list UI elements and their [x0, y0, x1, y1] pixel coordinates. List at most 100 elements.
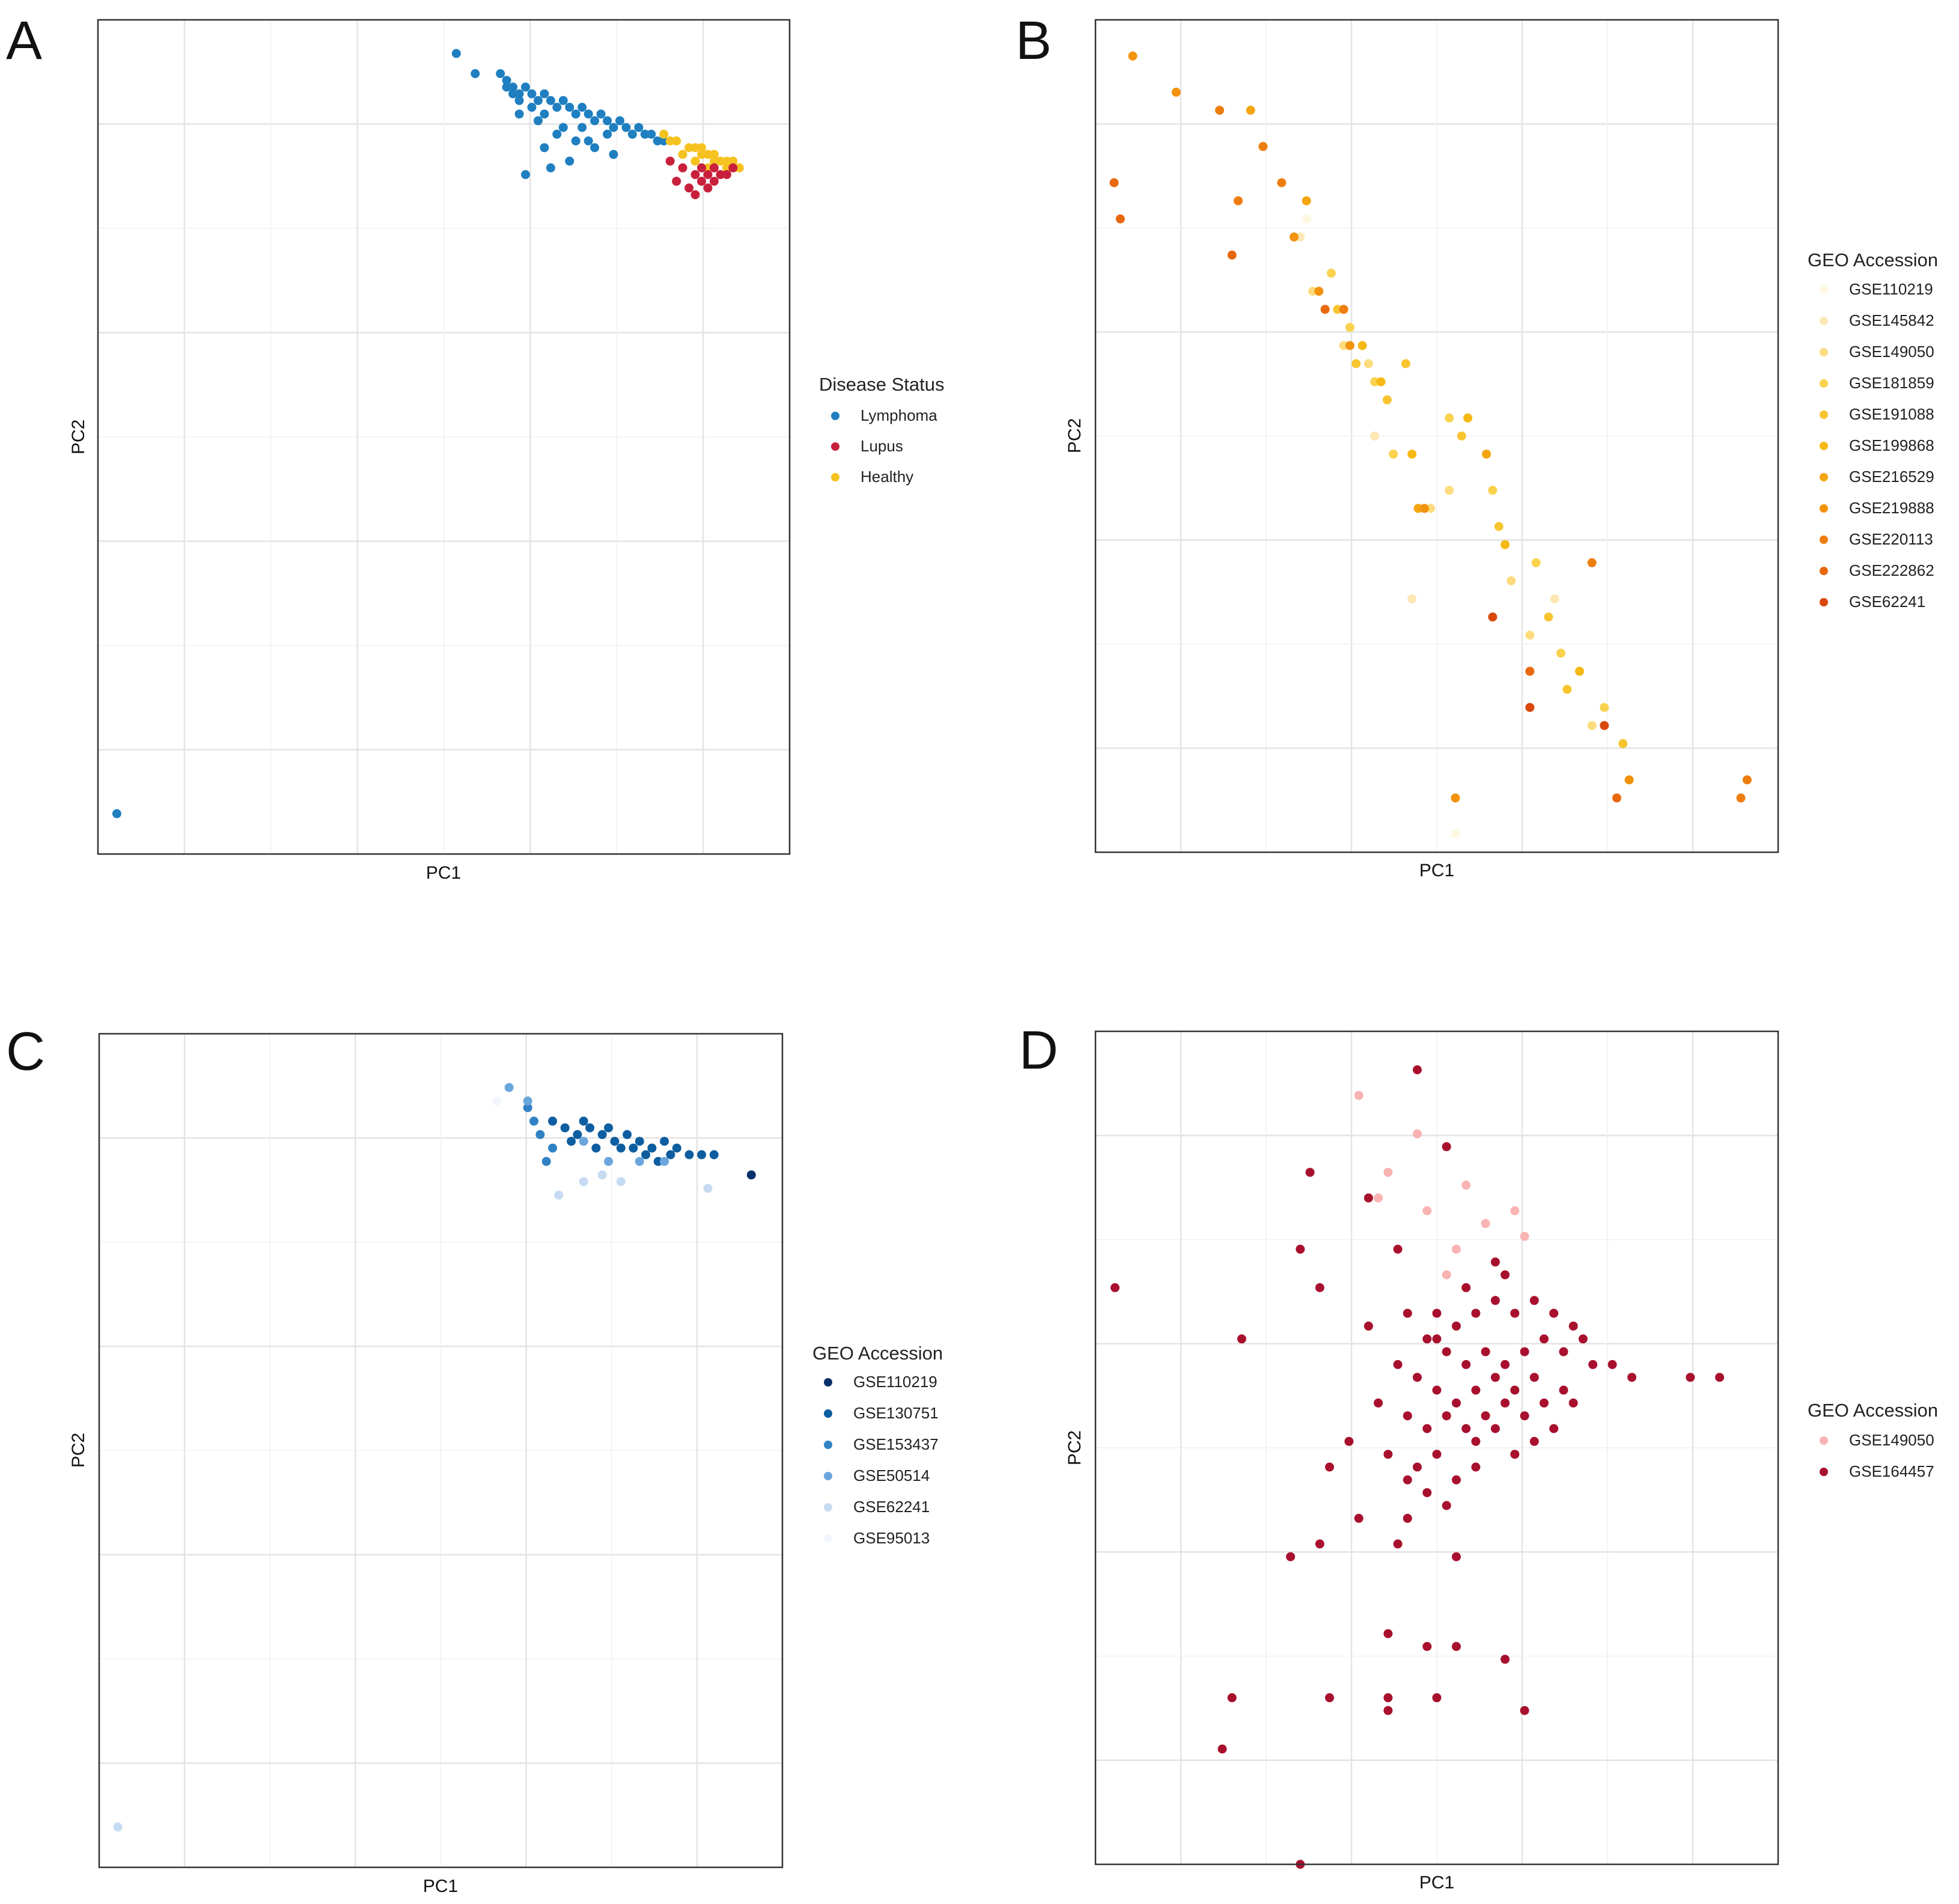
panel-a-point-lymphoma [540, 109, 549, 119]
panel-b-legend-key-gse149050 [1820, 348, 1828, 356]
panel-b-point-gse199868 [1463, 413, 1473, 423]
panel-c-point-gse130751 [635, 1137, 644, 1146]
panel-d-point-gse164457 [1578, 1334, 1588, 1344]
panel-d-point-gse164457 [1481, 1411, 1490, 1421]
panel-c-grid [99, 1034, 782, 1867]
panel-d-point-gse164457 [1432, 1693, 1442, 1703]
panel-b-legend-label-gse191088: GSE191088 [1849, 405, 1934, 423]
panel-b-point-gse220113 [1587, 558, 1597, 567]
panel-d-point-gse164457 [1413, 1462, 1422, 1472]
panel-b-point-gse191088 [1457, 432, 1466, 441]
panel-c-point-gse50514 [579, 1137, 588, 1146]
panel-a-point-healthy [709, 156, 719, 166]
panel-a-point-lymphoma [540, 143, 549, 153]
panel-a-point-lupus [709, 163, 719, 172]
panel-b-legend-label-gse219888: GSE219888 [1849, 499, 1934, 517]
panel-d-point-gse164457 [1403, 1513, 1412, 1523]
panel-d-point-gse164457 [1452, 1475, 1461, 1484]
panel-a-points [112, 49, 744, 819]
panel-a-legend-label-healthy: Healthy [861, 468, 913, 486]
panel-d-point-gse164457 [1500, 1359, 1510, 1369]
panel-d-letter: D [1019, 1021, 1058, 1081]
panel-a-point-lymphoma [659, 136, 669, 145]
panel-b-point-gse191088 [1494, 522, 1504, 531]
panel-c-point-gse130751 [579, 1116, 588, 1126]
panel-c-point-gse130751 [697, 1150, 707, 1159]
panel-a-point-lymphoma [558, 96, 568, 105]
panel-c-point-gse153437 [523, 1103, 532, 1112]
panel-b-point-gse220113 [1234, 196, 1243, 206]
panel-b-legend-key-gse199868 [1820, 442, 1828, 450]
panel-b-legend-title: GEO Accession [1808, 249, 1938, 270]
panel-d-point-gse149050 [1461, 1180, 1471, 1190]
panel-a-point-lymphoma [552, 103, 562, 112]
panel-c-point-gse130751 [709, 1150, 719, 1159]
panel-d-point-gse164457 [1520, 1706, 1529, 1715]
panel-d-point-gse164457 [1481, 1347, 1490, 1356]
panel-d-point-gse149050 [1442, 1270, 1451, 1280]
panel-a-point-healthy [703, 150, 713, 159]
panel-d-point-gse164457 [1529, 1436, 1539, 1446]
panel-d-point-gse164457 [1500, 1398, 1510, 1408]
panel-c-letter: C [6, 1022, 45, 1082]
panel-d-point-gse164457 [1442, 1347, 1451, 1356]
panel-a-point-lymphoma [577, 123, 587, 132]
panel-a-point-lupus [684, 183, 694, 193]
panel-c-legend-title: GEO Accession [812, 1343, 943, 1364]
panel-b-legend-key-gse220113 [1820, 536, 1828, 544]
panel-a-point-lymphoma [583, 136, 593, 145]
panel-d-point-gse149050 [1520, 1231, 1529, 1241]
panel-d-point-gse164457 [1588, 1359, 1598, 1369]
panel-a-point-lymphoma [558, 123, 568, 132]
panel-d-point-gse164457 [1510, 1450, 1520, 1459]
panel-a-point-lupus [722, 170, 731, 179]
panel-a-point-healthy [722, 163, 731, 172]
panel-d-point-gse164457 [1403, 1475, 1412, 1484]
panel-d-point-gse164457 [1227, 1693, 1237, 1703]
panel-a-point-healthy [734, 163, 744, 172]
panel-d-point-gse164457 [1490, 1424, 1500, 1433]
panel-d-point-gse164457 [1549, 1424, 1559, 1433]
panel-a-legend-label-lymphoma: Lymphoma [861, 406, 937, 424]
panel-a-point-lymphoma [621, 123, 631, 132]
panel-c: C PC1 PC2 GEO Accession GSE110219 GSE1307… [6, 1022, 943, 1896]
panel-b-point-gse222862 [1115, 214, 1125, 224]
panel-d-point-gse164457 [1520, 1411, 1529, 1421]
panel-a-point-lymphoma [596, 109, 606, 119]
panel-a-point-lymphoma [590, 116, 600, 126]
panel-d-point-gse164457 [1529, 1296, 1539, 1305]
panel-b-point-gse219888 [1314, 287, 1324, 296]
panel-a-point-healthy [728, 156, 738, 166]
panel-a-grid [98, 20, 790, 854]
panel-d: D PC1 PC2 GEO Accession GSE149050 GSE1644… [1019, 1021, 1938, 1893]
panel-a-point-lymphoma [514, 109, 524, 119]
panel-a-point-lymphoma [603, 129, 612, 139]
panel-d-point-gse164457 [1452, 1552, 1461, 1561]
panel-c-plot-frame [98, 1033, 784, 1869]
panel-d-point-gse164457 [1471, 1385, 1481, 1395]
panel-b-point-gse219888 [1290, 232, 1299, 242]
panel-b-point-gse149050 [1507, 576, 1516, 585]
panel-c-legend-label-gse130751: GSE130751 [853, 1404, 939, 1422]
panel-d-point-gse164457 [1413, 1373, 1422, 1382]
panel-b-point-gse220113 [1277, 178, 1287, 188]
panel-a-point-lymphoma [565, 156, 574, 166]
panel-c-legend-label-gse62241: GSE62241 [853, 1498, 930, 1516]
panel-d-point-gse164457 [1540, 1398, 1549, 1408]
panel-d-point-gse164457 [1500, 1270, 1510, 1280]
panel-b-legend-entries: GSE110219 GSE145842 GSE149050 GSE181859 GSE1… [1820, 280, 1934, 611]
panel-b-point-gse219888 [1128, 51, 1138, 61]
panel-b-point-gse149050 [1308, 287, 1317, 296]
panel-d-point-gse149050 [1510, 1206, 1520, 1215]
panel-b-point-gse220113 [1339, 305, 1348, 314]
panel-a-point-healthy [690, 143, 700, 153]
panel-d-legend-title: GEO Accession [1808, 1400, 1938, 1421]
panel-d-point-gse164457 [1442, 1501, 1451, 1510]
panel-a-point-lymphoma [609, 150, 618, 159]
panel-a-point-lupus [703, 183, 713, 193]
panel-a-point-lymphoma [534, 96, 543, 105]
panel-c-x-axis-label: PC1 [423, 1876, 458, 1896]
panel-a-legend-key-healthy [831, 473, 839, 481]
panel-b-point-gse216529 [1413, 504, 1423, 513]
panel-b-legend-key-gse191088 [1820, 410, 1828, 419]
